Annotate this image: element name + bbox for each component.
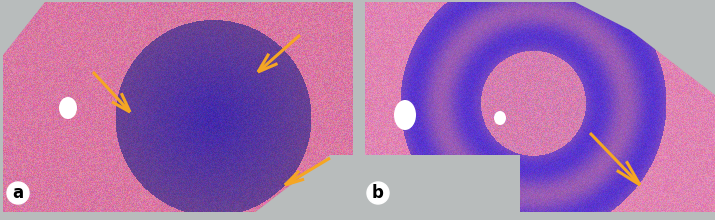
Ellipse shape (494, 111, 506, 125)
Polygon shape (575, 2, 715, 95)
Text: b: b (372, 184, 384, 202)
Polygon shape (3, 2, 45, 55)
Ellipse shape (394, 100, 416, 130)
Text: a: a (12, 184, 24, 202)
Polygon shape (365, 155, 520, 220)
Polygon shape (245, 155, 353, 220)
Ellipse shape (59, 97, 77, 119)
Circle shape (367, 182, 389, 204)
Circle shape (7, 182, 29, 204)
